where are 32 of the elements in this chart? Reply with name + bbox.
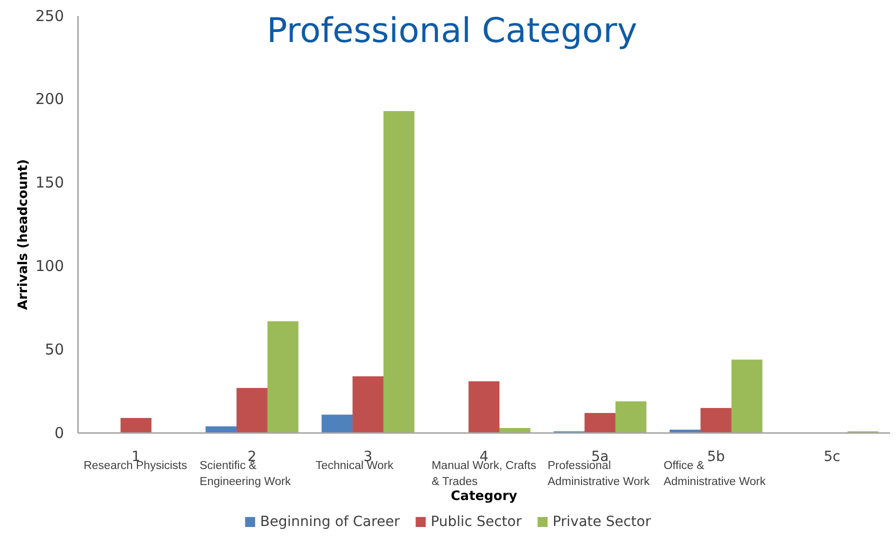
x-tick-label: 1 Research Physicists (84, 449, 188, 472)
bar (731, 360, 762, 433)
bar (352, 376, 384, 433)
y-tick-label: 200 (35, 90, 64, 108)
x-tick-label: 5a Professional Administrative Work (548, 449, 650, 488)
y-tick-label: 0 (54, 424, 64, 442)
bar (383, 111, 414, 433)
x-tick-label: 4 Manual Work, Crafts & Trades (432, 449, 536, 488)
bar (670, 430, 701, 433)
x-axis-title: Category (450, 489, 518, 504)
bar (236, 388, 268, 433)
legend-label: Public Sector (430, 514, 522, 530)
bar (499, 428, 530, 433)
bar (615, 401, 646, 433)
legend-label: Private Sector (552, 514, 652, 530)
y-tick-label: 100 (35, 257, 64, 275)
bar (267, 321, 298, 433)
bar (206, 426, 237, 433)
legend-label: Beginning of Career (260, 514, 400, 530)
y-tick-label: 150 (35, 174, 64, 192)
bar (700, 408, 732, 433)
x-tick-label: 2 Scientific & Engineering Work (200, 449, 292, 488)
y-axis-title: Arrivals (headcount) (16, 159, 31, 310)
x-tick-label: 5c (824, 449, 840, 465)
x-tick-label: 3 Technical Work (316, 449, 394, 472)
bar (120, 418, 152, 433)
bar (322, 414, 353, 433)
chart-title: Professional Category (266, 11, 638, 51)
y-tick-label: 50 (44, 340, 64, 358)
bar (584, 412, 616, 433)
y-tick-label: 250 (35, 6, 64, 25)
bar (468, 381, 500, 433)
